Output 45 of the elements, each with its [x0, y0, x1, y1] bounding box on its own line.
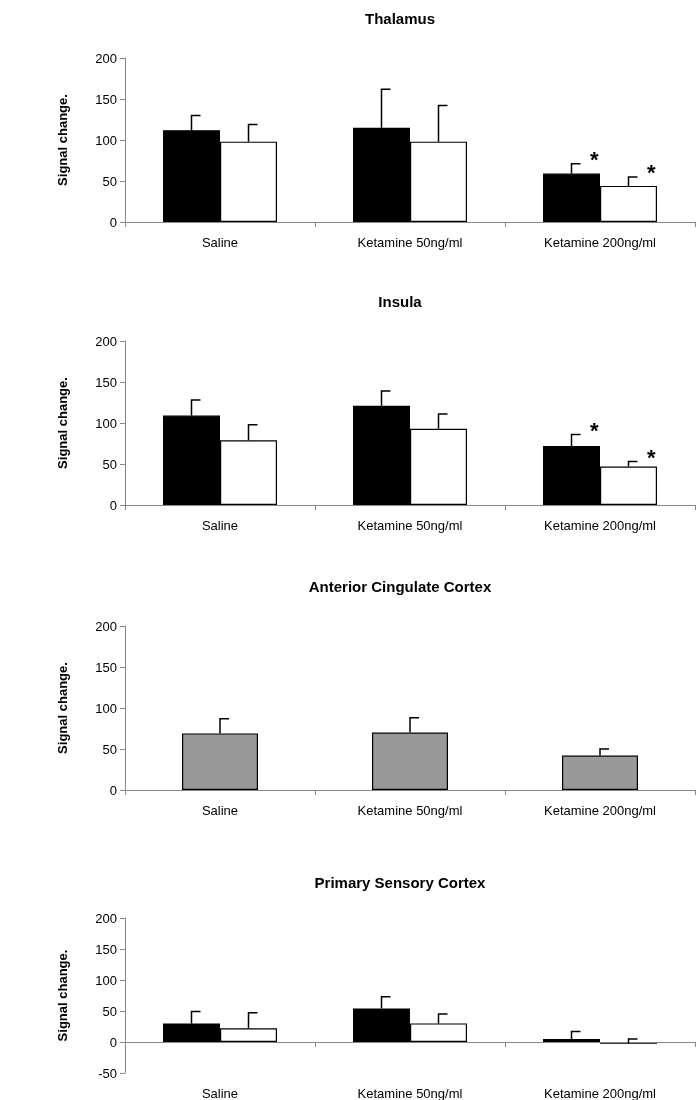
- x-tick-label: Ketamine 200ng/ml: [543, 1086, 657, 1100]
- y-axis-title: Signal change.: [55, 662, 70, 754]
- y-tick-label: 0: [109, 214, 117, 230]
- x-tick-label: Ketamine 50ng/ml: [357, 235, 463, 250]
- x-tick-label: Saline: [201, 803, 239, 818]
- y-axis-title: Signal change.: [55, 94, 70, 186]
- x-tick-label: Ketamine 50ng/ml: [357, 518, 463, 533]
- y-tick-label: 50: [102, 741, 117, 757]
- data-label: *: [647, 445, 657, 471]
- y-tick-label: 50: [102, 1003, 117, 1019]
- chart-title: Anterior Cingulate Cortex: [308, 578, 492, 595]
- y-tick-label: 0: [109, 1034, 117, 1050]
- y-tick-label: 100: [95, 132, 117, 148]
- y-tick-label: 200: [95, 910, 117, 926]
- y-tick-label: 50: [102, 456, 117, 472]
- data-label: *: [647, 160, 657, 186]
- x-tick-label: Saline: [201, 235, 239, 250]
- y-tick-label: 100: [95, 415, 117, 431]
- y-tick-label: 200: [95, 50, 117, 66]
- y-tick-label: 150: [95, 91, 117, 107]
- y-tick-label: 100: [95, 700, 117, 716]
- x-tick-label: Ketamine 50ng/ml: [357, 803, 463, 818]
- y-axis-title: Signal change.: [55, 377, 70, 469]
- y-tick-label: 200: [95, 618, 117, 634]
- y-tick-label: 150: [95, 374, 117, 390]
- y-tick-label: 150: [95, 941, 117, 957]
- data-label: *: [590, 417, 600, 443]
- y-tick-label: 200: [95, 333, 117, 349]
- x-tick-label: Saline: [201, 518, 239, 533]
- chart-title: Insula: [378, 293, 423, 310]
- x-tick-label: Ketamine 200ng/ml: [543, 235, 657, 250]
- y-tick-label: 0: [109, 497, 117, 513]
- y-tick-label: -50: [98, 1065, 117, 1081]
- x-tick-label: Saline: [201, 1086, 239, 1100]
- x-tick-label: Ketamine 200ng/ml: [543, 803, 657, 818]
- x-tick-label: Ketamine 50ng/ml: [357, 1086, 463, 1100]
- chart-title: Primary Sensory Cortex: [314, 874, 487, 891]
- chart-title: Thalamus: [364, 10, 436, 27]
- y-tick-label: 50: [102, 173, 117, 189]
- y-axis-title: Signal change.: [55, 949, 70, 1042]
- x-tick-label: Ketamine 200ng/ml: [543, 518, 657, 533]
- y-tick-label: 150: [95, 659, 117, 675]
- y-tick-label: 100: [95, 972, 117, 988]
- y-tick-label: 0: [109, 782, 117, 798]
- data-label: *: [590, 147, 600, 173]
